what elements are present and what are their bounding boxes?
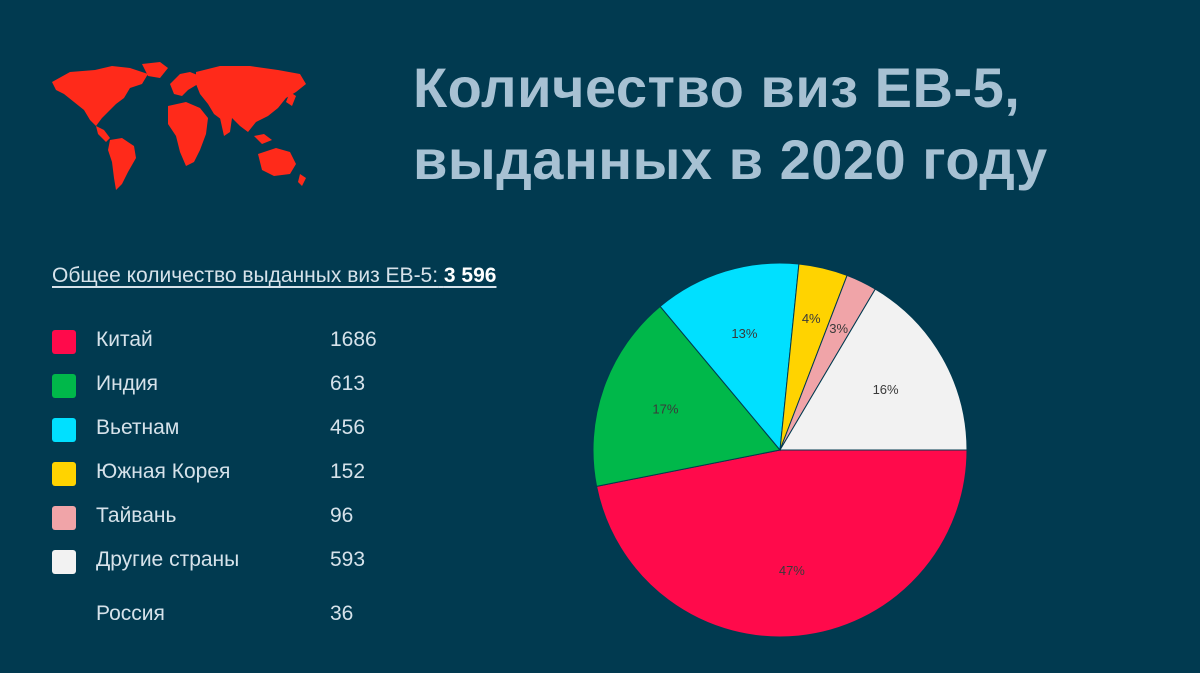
total-visas-value: 3 596 xyxy=(443,264,497,287)
total-visas-label: Общее количество выданных виз ЕВ-5: xyxy=(52,264,439,287)
pie-slice-label: 47% xyxy=(779,563,805,578)
legend-label: Китай xyxy=(96,328,153,351)
legend-label: Вьетнам xyxy=(96,416,180,439)
legend-label: Другие страны xyxy=(96,548,240,571)
legend-swatch xyxy=(52,418,76,442)
world-map-icon xyxy=(52,62,306,190)
legend-swatch xyxy=(52,462,76,486)
legend-item-other: Другие страны 593 xyxy=(52,544,412,588)
pie-slice xyxy=(595,449,968,638)
pie-slice-label: 4% xyxy=(802,311,821,326)
page-title: Количество виз ЕВ-5, выданных в 2020 год… xyxy=(413,56,1048,191)
legend-item-india: Индия 613 xyxy=(52,368,412,412)
legend-item-south-korea: Южная Корея 152 xyxy=(52,456,412,500)
legend-swatch xyxy=(52,550,76,574)
total-visas-line: Общее количество выданных виз ЕВ-5: 3 59… xyxy=(52,264,496,288)
legend-label: Россия xyxy=(96,602,165,625)
legend-swatch xyxy=(52,330,76,354)
legend-value: 593 xyxy=(330,548,366,571)
pie-slice xyxy=(779,288,968,451)
legend-swatch xyxy=(52,374,76,398)
legend-value: 613 xyxy=(330,372,366,395)
legend-label: Южная Корея xyxy=(96,460,231,483)
pie-slice-label: 13% xyxy=(731,326,757,341)
legend-label: Тайвань xyxy=(96,504,177,527)
legend-item-vietnam: Вьетнам 456 xyxy=(52,412,412,456)
legend-value: 456 xyxy=(330,416,366,439)
legend-item-china: Китай 1686 xyxy=(52,324,412,368)
legend-value: 1686 xyxy=(330,328,377,351)
legend-value: 152 xyxy=(330,460,366,483)
legend-item-taiwan: Тайвань 96 xyxy=(52,500,412,544)
pie-slice-label: 17% xyxy=(652,401,678,416)
legend-value: 36 xyxy=(330,602,354,625)
pie-slice xyxy=(592,305,781,487)
pie-slice-label: 16% xyxy=(873,382,899,397)
legend: Китай 1686 Индия 613 Вьетнам 456 Южная К… xyxy=(52,324,412,642)
pie-chart: 47% 17% 13% 4% 3% 16% xyxy=(592,262,968,638)
legend-item-russia: Россия 36 xyxy=(52,598,412,642)
pie-slice-label: 3% xyxy=(829,321,848,336)
legend-swatch xyxy=(52,506,76,530)
legend-label: Индия xyxy=(96,372,159,395)
pie-slice xyxy=(659,262,800,452)
legend-value: 96 xyxy=(330,504,354,527)
